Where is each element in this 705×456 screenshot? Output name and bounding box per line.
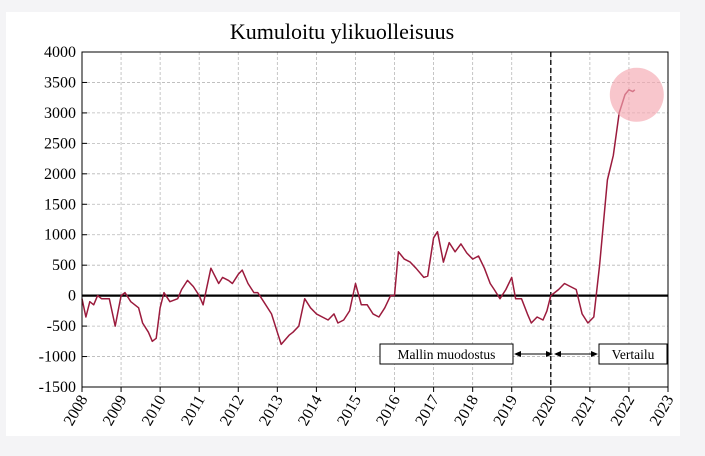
plot-frame: [81, 51, 669, 388]
y-tick-label: -1500: [39, 379, 76, 396]
x-tick-label: 2010: [139, 393, 170, 429]
y-tick-label: -1000: [39, 349, 76, 366]
model-label-box: [379, 343, 514, 365]
annotations: Mallin muodostus Vertailu: [379, 343, 668, 365]
y-tick-label: 0: [68, 288, 76, 305]
x-tick-label: 2014: [295, 393, 326, 429]
series-line: [81, 89, 636, 346]
comparison-arrowhead-right: [591, 351, 598, 357]
model-label: Mallin muodostus: [398, 347, 496, 362]
x-tick-label: 2015: [334, 393, 365, 429]
x-tick-label: 2017: [412, 393, 443, 429]
x-tick-label: 2020: [530, 393, 561, 429]
y-tick-label: 4000: [44, 44, 76, 61]
x-tick-label: 2011: [178, 393, 208, 429]
grid: [81, 51, 669, 388]
y-tick-label: 2000: [44, 166, 76, 183]
model-arrowhead-left: [514, 351, 521, 357]
x-tick-label: 2009: [100, 393, 131, 429]
x-tick-label: 2021: [569, 393, 600, 429]
y-tick-label: 1500: [44, 196, 76, 213]
x-tick-label: 2013: [256, 393, 287, 429]
y-axis-ticks: 4000 3500 3000 2500 2000 1500 1000 500 0 -500 -100…: [39, 44, 87, 396]
y-tick-label: -500: [47, 318, 76, 335]
comparison-arrowhead-left: [554, 351, 561, 357]
series-layer: [81, 89, 636, 346]
comparison-label: Vertailu: [612, 347, 655, 362]
y-tick-label: 500: [52, 257, 76, 274]
x-tick-label: 2018: [451, 393, 482, 429]
highlight-circle: [609, 67, 664, 122]
x-tick-label: 2023: [647, 393, 678, 429]
chart-card: Kumuloitu ylikuolleisuus 4000 3500 3000 250…: [6, 12, 680, 436]
highlight-layer: [609, 67, 664, 122]
x-tick-label: 2012: [217, 393, 248, 429]
y-tick-label: 3000: [44, 105, 76, 122]
comparison-label-box: [598, 343, 668, 365]
excess-mortality-chart: Kumuloitu ylikuolleisuus 4000 3500 3000 250…: [39, 19, 678, 429]
y-tick-label: 2500: [44, 135, 76, 152]
x-tick-label: 2016: [373, 393, 404, 429]
chart-title: Kumuloitu ylikuolleisuus: [230, 19, 454, 44]
x-tick-label: 2008: [61, 393, 92, 429]
y-tick-label: 3500: [44, 74, 76, 91]
model-arrowhead-right: [546, 351, 553, 357]
y-tick-label: 1000: [44, 227, 76, 244]
x-tick-label: 2022: [608, 393, 639, 429]
x-axis-ticks: 2008 2009 2010 2011 2012 2013 2014 2015 2016 2017…: [61, 387, 678, 429]
x-tick-label: 2019: [490, 393, 521, 429]
axes: [81, 51, 669, 388]
